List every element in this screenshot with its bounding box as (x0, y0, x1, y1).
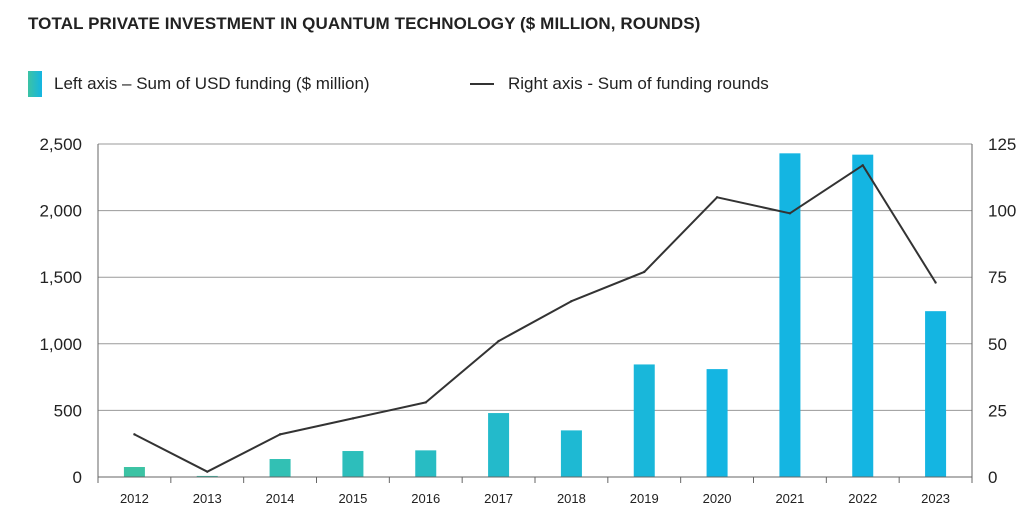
rounds-point (351, 417, 355, 420)
bar (852, 154, 874, 477)
rounds-point (570, 299, 573, 303)
rounds-point (934, 281, 937, 284)
legend-item-rounds: Right axis - Sum of funding rounds (470, 70, 769, 98)
left-axis-tick-label: 2,000 (39, 202, 82, 221)
right-axis-tick-label: 25 (988, 401, 1007, 420)
legend-label-funding: Left axis – Sum of USD funding ($ millio… (54, 74, 370, 93)
bar (633, 364, 655, 477)
x-axis-tick-label: 2020 (703, 491, 732, 506)
chart-title: TOTAL PRIVATE INVESTMENT IN QUANTUM TECH… (28, 14, 701, 33)
rounds-point (861, 164, 864, 167)
rounds-point (715, 196, 719, 199)
left-axis-tick-label: 2,500 (39, 135, 82, 154)
rounds-line (133, 164, 937, 473)
bar (488, 413, 510, 477)
x-axis-tick-label: 2016 (411, 491, 440, 506)
legend: Left axis – Sum of USD funding ($ millio… (28, 70, 1018, 98)
right-axis-tick-label: 50 (988, 335, 1007, 354)
rounds-point (133, 433, 136, 436)
x-axis-tick-label: 2023 (921, 491, 950, 506)
rounds-point (788, 212, 792, 215)
right-axis-tick-label: 75 (988, 268, 1007, 287)
x-axis-tick-label: 2012 (120, 491, 149, 506)
x-axis-tick-label: 2017 (484, 491, 513, 506)
bar (415, 450, 437, 477)
right-axis-tick-label: 0 (988, 468, 997, 487)
x-axis-tick-label: 2013 (193, 491, 222, 506)
bar (342, 451, 364, 477)
x-axis-tick-label: 2014 (266, 491, 295, 506)
x-axis-tick-label: 2021 (775, 491, 804, 506)
bar (560, 430, 582, 477)
legend-label-rounds: Right axis - Sum of funding rounds (508, 74, 769, 93)
x-axis-tick-label: 2022 (848, 491, 877, 506)
legend-swatch-bar (28, 71, 42, 97)
legend-item-funding: Left axis – Sum of USD funding ($ millio… (28, 70, 370, 98)
x-axis-tick-label: 2018 (557, 491, 586, 506)
bar (706, 369, 728, 477)
rounds-point (424, 401, 427, 404)
right-axis-tick-label: 125 (988, 135, 1016, 154)
rounds-point (206, 470, 209, 473)
right-axis-tick-label: 100 (988, 202, 1016, 221)
legend-swatch-line (470, 83, 494, 85)
left-axis-tick-label: 500 (54, 401, 82, 420)
bar (925, 311, 947, 477)
left-axis-tick-label: 1,000 (39, 335, 82, 354)
bar (779, 153, 801, 477)
rounds-point (643, 270, 646, 274)
rounds-point (497, 339, 500, 343)
bar (123, 467, 145, 477)
bar (196, 475, 218, 477)
x-axis-tick-label: 2019 (630, 491, 659, 506)
left-axis-tick-label: 1,500 (39, 268, 82, 287)
bar (269, 459, 291, 477)
left-axis-tick-label: 0 (73, 468, 82, 487)
rounds-point (278, 433, 282, 436)
x-axis-tick-label: 2015 (338, 491, 367, 506)
